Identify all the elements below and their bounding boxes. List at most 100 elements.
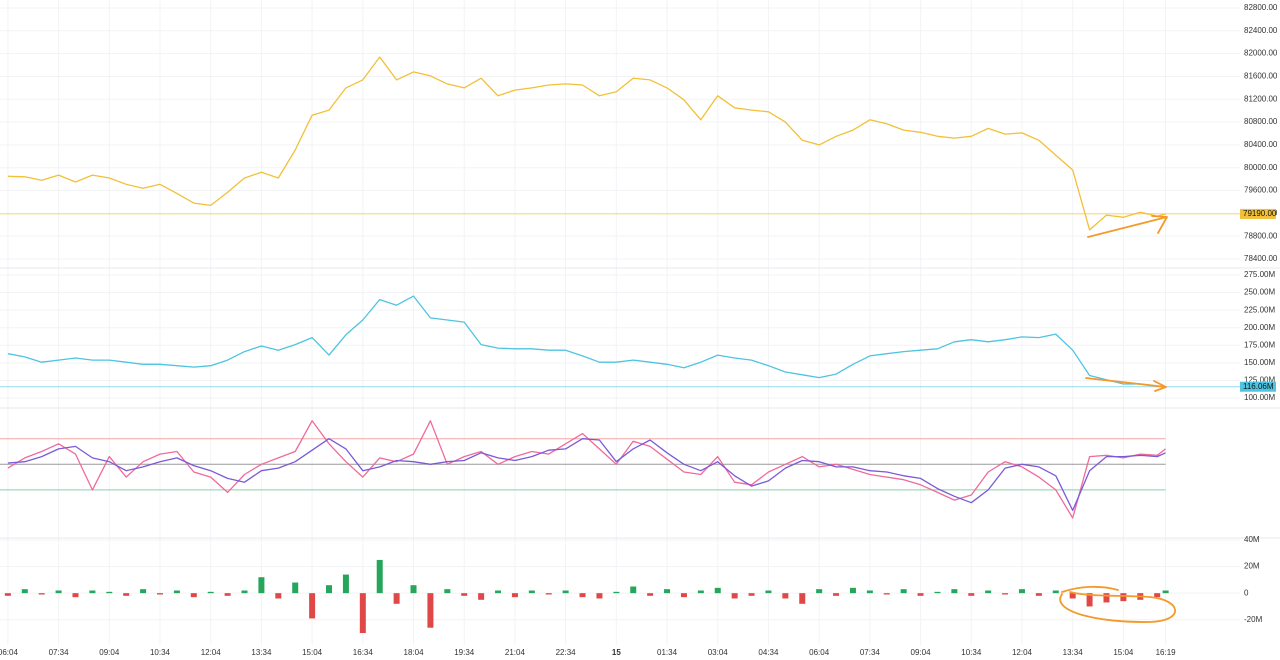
- x-tick-label: 19:34: [454, 648, 475, 657]
- bar: [511, 593, 518, 598]
- bar: [444, 589, 451, 594]
- bar: [731, 593, 738, 599]
- x-tick-label: 21:04: [505, 648, 526, 657]
- x-tick-label: 13:34: [251, 648, 272, 657]
- line-series: [7, 420, 1166, 519]
- bar: [461, 593, 468, 596]
- y-tick-label: 125.00M: [1244, 376, 1275, 385]
- bar: [664, 589, 671, 594]
- bar: [376, 559, 383, 594]
- annotation-ellipse: [1059, 585, 1177, 623]
- bar: [478, 593, 485, 600]
- x-tick-label: 06:04: [0, 648, 18, 657]
- bar: [393, 593, 400, 604]
- y-tick-label: 200.00M: [1244, 323, 1275, 332]
- bar: [833, 593, 840, 596]
- bar: [342, 574, 349, 594]
- bar: [765, 590, 772, 594]
- x-tick-label: 15:04: [1113, 648, 1134, 657]
- x-tick-label: 07:34: [860, 648, 881, 657]
- last-value-label: 79190.00: [1243, 209, 1277, 218]
- bar: [1035, 593, 1042, 596]
- y-tick-label: 80000.00: [1244, 163, 1278, 172]
- x-tick-label: 15: [612, 648, 621, 657]
- bar: [782, 593, 789, 599]
- y-tick-label: 150.00M: [1244, 358, 1275, 367]
- y-tick-label: 78400.00: [1244, 254, 1278, 263]
- y-tick-label: 225.00M: [1244, 305, 1275, 314]
- bar: [4, 593, 11, 596]
- bar: [613, 591, 620, 594]
- bar: [292, 582, 299, 594]
- bar: [630, 586, 637, 594]
- x-tick-label: 03:04: [708, 648, 729, 657]
- bar: [647, 593, 654, 596]
- bar: [680, 593, 687, 598]
- bar: [410, 585, 417, 594]
- bar: [951, 589, 958, 594]
- bar: [21, 589, 28, 594]
- bar: [157, 593, 163, 595]
- bar: [799, 593, 806, 604]
- bar: [275, 593, 282, 599]
- bar: [224, 593, 231, 596]
- annotations: [1059, 215, 1177, 623]
- bar: [38, 593, 45, 595]
- bar: [72, 593, 79, 598]
- x-tick-label: 12:04: [201, 648, 222, 657]
- line-series: [7, 295, 1166, 388]
- x-tick-label: 15:04: [302, 648, 323, 657]
- y-tick-label: 78800.00: [1244, 231, 1278, 240]
- bar: [545, 593, 552, 595]
- y-tick-label: 81600.00: [1244, 72, 1278, 81]
- bar: [1069, 593, 1076, 599]
- line-series: [7, 56, 1166, 231]
- bar: [968, 593, 975, 596]
- x-tick-label: 13:34: [1063, 648, 1084, 657]
- bar: [900, 589, 907, 594]
- bar: [579, 593, 586, 598]
- bar: [866, 590, 873, 594]
- bar: [326, 585, 333, 594]
- y-tick-label: 0: [1244, 588, 1249, 597]
- x-tick-label: 09:04: [99, 648, 120, 657]
- y-tick-label: 80800.00: [1244, 117, 1278, 126]
- bar: [934, 591, 941, 594]
- y-tick-label: 79600.00: [1244, 186, 1278, 195]
- y-tick-label: 80400.00: [1244, 140, 1278, 149]
- x-tick-label: 07:34: [49, 648, 70, 657]
- bar: [1052, 590, 1059, 594]
- bar: [123, 593, 130, 596]
- x-tick-label: 01:34: [657, 648, 678, 657]
- price-axis: 06:04 07:34 09:04 10:34 12:04 13:34 15:04 16:34…: [0, 3, 1278, 657]
- bar: [1002, 593, 1009, 595]
- x-tick-label: 16:34: [353, 648, 374, 657]
- bar: [359, 593, 366, 634]
- bar: [207, 591, 214, 594]
- x-tick-label: 09:04: [911, 648, 932, 657]
- bar: [495, 590, 502, 594]
- bar: [1162, 590, 1169, 594]
- grid: [0, 0, 1280, 645]
- y-tick-label: 275.00M: [1244, 270, 1275, 279]
- bar: [309, 593, 316, 619]
- bar: [427, 593, 434, 628]
- bar: [106, 591, 113, 594]
- y-tick-label: 20M: [1244, 562, 1260, 571]
- bar: [55, 590, 62, 594]
- y-tick-label: 82400.00: [1244, 26, 1278, 35]
- bar: [697, 590, 704, 594]
- bar: [748, 593, 755, 596]
- y-tick-label: 81200.00: [1244, 94, 1278, 103]
- bar: [714, 587, 721, 594]
- bar: [140, 589, 147, 594]
- x-tick-label: 22:34: [556, 648, 577, 657]
- bar: [562, 590, 569, 594]
- y-tick-label: -20M: [1244, 615, 1263, 624]
- last-value-box: [1240, 381, 1276, 392]
- x-tick-label: 10:34: [961, 648, 982, 657]
- x-tick-label: 10:34: [150, 648, 171, 657]
- x-tick-label: 18:04: [404, 648, 425, 657]
